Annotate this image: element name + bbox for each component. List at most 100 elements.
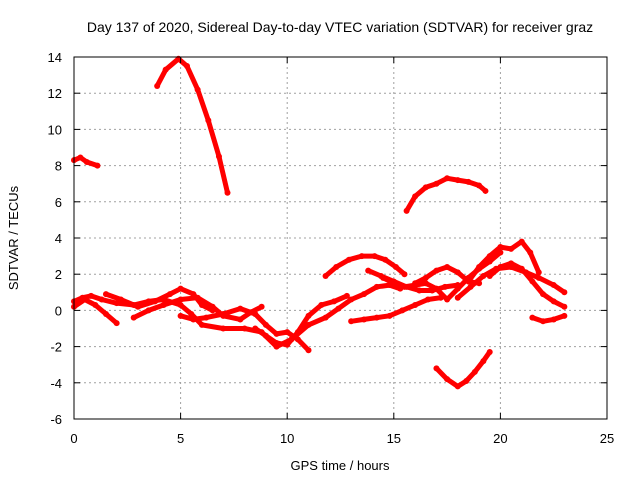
data-point [476, 263, 483, 270]
data-point [518, 265, 525, 272]
data-point [390, 280, 397, 287]
series-line [433, 349, 493, 389]
data-point [360, 291, 367, 298]
data-point [177, 285, 184, 292]
data-point [433, 285, 440, 292]
data-point [486, 253, 493, 260]
data-point [318, 301, 325, 308]
data-point [333, 263, 340, 270]
data-point [497, 244, 504, 251]
data-point [284, 341, 291, 348]
data-point [194, 86, 201, 93]
data-point [177, 296, 184, 303]
data-point [154, 82, 161, 89]
data-point [262, 332, 269, 339]
data-point [241, 325, 248, 332]
data-point [284, 329, 291, 336]
data-point [497, 263, 504, 270]
data-point [98, 296, 105, 303]
data-point [273, 339, 280, 346]
axis-ticks: 0 5 10 15 20 25 -6 -4 -2 0 2 4 6 8 10 12 14 [48, 50, 615, 446]
data-point [480, 358, 487, 365]
series-arc-4 [433, 349, 493, 390]
y-tick-label: -4 [50, 376, 62, 391]
data-point [454, 177, 461, 184]
grid-lines [74, 57, 607, 419]
data-point [471, 368, 478, 375]
x-tick-label: 0 [70, 431, 77, 446]
x-tick-label: 25 [600, 431, 614, 446]
x-axis-label: GPS time / hours [291, 458, 390, 473]
y-tick-label: -2 [50, 340, 62, 355]
data-point [348, 318, 355, 325]
data-point [412, 301, 419, 308]
data-point [422, 274, 429, 281]
data-point [183, 63, 190, 70]
data-point [433, 365, 440, 372]
data-point [561, 312, 568, 319]
chart-title: Day 137 of 2020, Sidereal Day-to-day VTE… [87, 19, 593, 35]
series-line [529, 313, 567, 324]
data-point [561, 289, 568, 296]
data-point [305, 312, 312, 319]
data-point [215, 153, 222, 160]
y-tick-label: 2 [55, 267, 62, 282]
series-arc-18 [486, 260, 568, 310]
data-point [331, 298, 338, 305]
data-point [190, 316, 197, 323]
data-point [444, 296, 451, 303]
data-point [444, 263, 451, 270]
data-point [412, 193, 419, 200]
y-tick-label: -6 [50, 412, 62, 427]
series-line [404, 175, 488, 214]
data-point [441, 283, 448, 290]
data-point [220, 325, 227, 332]
data-point [465, 278, 472, 285]
series-line [154, 56, 230, 196]
data-series [71, 55, 568, 390]
data-point [335, 305, 342, 312]
y-tick-label: 4 [55, 231, 62, 246]
data-point [467, 283, 474, 290]
data-point [424, 296, 431, 303]
data-point [102, 311, 109, 318]
data-point [486, 273, 493, 280]
data-point [561, 303, 568, 310]
x-tick-label: 5 [177, 431, 184, 446]
data-point [365, 267, 372, 274]
data-point [83, 158, 90, 165]
data-point [454, 383, 461, 390]
data-point [348, 296, 355, 303]
x-tick-label: 10 [280, 431, 294, 446]
data-point [386, 312, 393, 319]
y-axis-label: SDTVAR / TECUs [6, 185, 21, 290]
series-arc-11 [322, 253, 408, 280]
data-point [209, 303, 216, 310]
series-arc-13 [365, 267, 461, 294]
data-point [550, 282, 557, 289]
data-point [480, 273, 487, 280]
data-point [476, 182, 483, 189]
data-point [205, 117, 212, 124]
data-point [527, 249, 534, 256]
data-point [358, 253, 365, 260]
data-point [177, 312, 184, 319]
series-arc-12 [348, 294, 444, 325]
data-point [382, 256, 389, 263]
data-point [465, 178, 472, 185]
data-point [305, 321, 312, 328]
data-point [550, 298, 557, 305]
data-point [482, 187, 489, 194]
data-point [508, 245, 515, 252]
data-point [145, 307, 152, 314]
series-arc-2 [154, 55, 231, 196]
y-tick-label: 6 [55, 195, 62, 210]
series-arc-17 [465, 238, 542, 285]
data-point [380, 274, 387, 281]
data-point [252, 325, 259, 332]
data-point [113, 300, 120, 307]
series-arc-5 [71, 282, 404, 350]
data-point [102, 291, 109, 298]
data-point [486, 349, 493, 356]
